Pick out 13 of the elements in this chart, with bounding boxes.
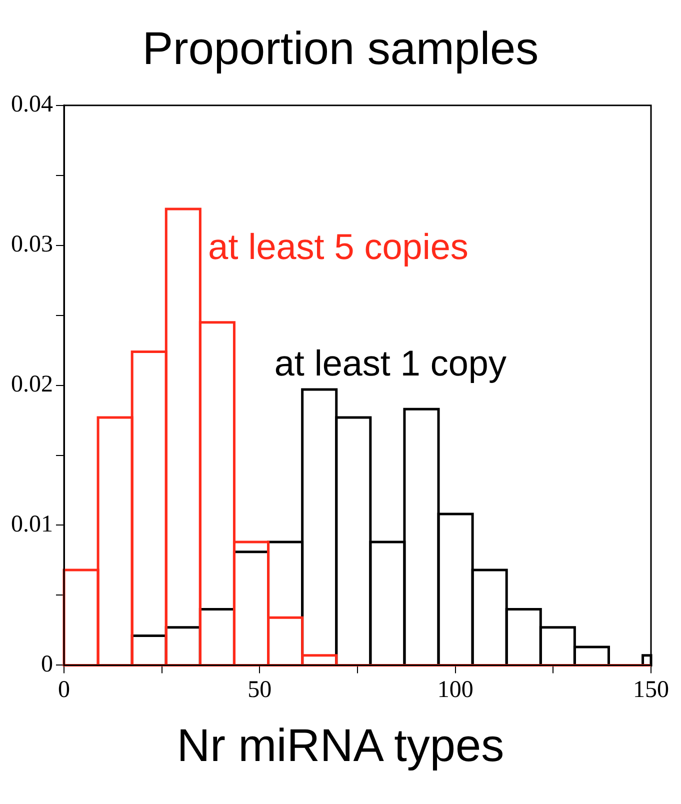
x-tick-label: 150	[633, 676, 669, 703]
x-axis-title: Nr miRNA types	[176, 718, 506, 772]
series-label: at least 5 copies	[208, 226, 468, 267]
x-tick-label: 0	[58, 676, 70, 703]
y-tick-label: 0.01	[11, 512, 53, 538]
y-tick-label: 0.03	[11, 232, 53, 258]
x-tick-label: 100	[437, 676, 474, 703]
series-label: at least 1 copy	[274, 342, 506, 384]
y-tick-label: 0.04	[11, 92, 53, 118]
chart-title: Proportion samples	[141, 21, 540, 76]
y-tick-label: 0	[41, 651, 53, 678]
x-tick-label: 50	[248, 676, 272, 703]
y-tick-label: 0.02	[11, 372, 53, 398]
